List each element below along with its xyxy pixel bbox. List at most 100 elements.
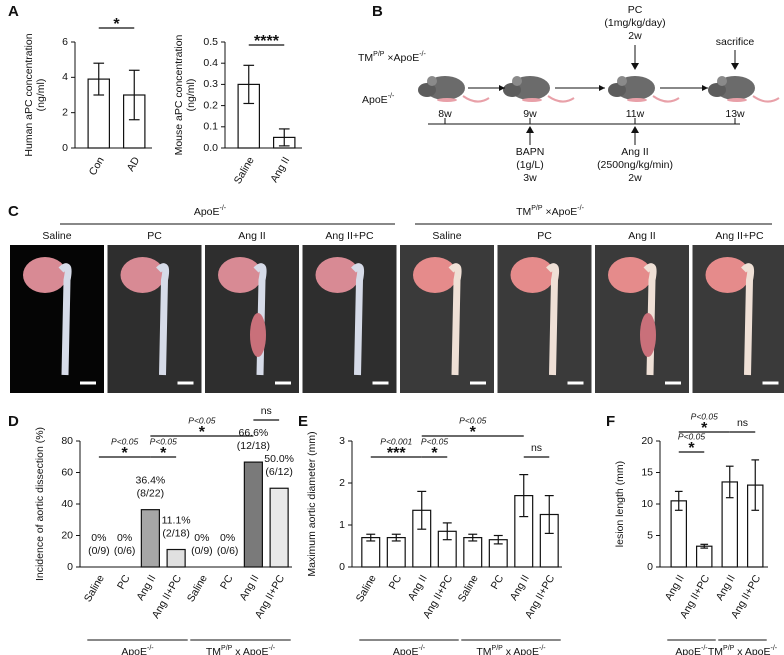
x-tick-label: Ang II	[406, 573, 430, 603]
value-label: (2/18)	[162, 527, 189, 539]
heart	[218, 257, 262, 293]
mouse-tail	[462, 95, 490, 103]
label-part: ApoE	[393, 646, 419, 655]
y-tick-label: 0	[67, 561, 73, 573]
label-part: -/-	[419, 645, 426, 652]
treatment-label: 3w	[523, 172, 537, 184]
mouse-ear	[717, 76, 727, 86]
y-tick-label: 2	[62, 106, 68, 118]
column-label: Ang II	[238, 230, 265, 242]
panel-letter: F	[606, 413, 615, 430]
heart	[23, 257, 67, 293]
y-axis-label: (ng/ml)	[35, 79, 47, 112]
value-label: 0%	[194, 532, 209, 544]
mouse-icon	[418, 76, 490, 103]
y-tick-label: 5	[647, 529, 653, 541]
significance-mark: *	[701, 420, 708, 437]
heart	[315, 257, 360, 293]
significance-mark: ns	[531, 442, 542, 454]
x-tick-label: Saline	[232, 155, 257, 186]
axis	[224, 42, 302, 149]
label-part: P/P	[221, 645, 233, 652]
mouse-icon	[708, 76, 780, 103]
value-label: (0/6)	[114, 545, 136, 557]
label: ApoE-/-	[121, 645, 154, 655]
aorta	[156, 263, 170, 376]
arrow-head	[599, 85, 605, 91]
y-axis-label: Incidence of aortic dissection (%)	[34, 427, 46, 581]
mouse-feet	[727, 98, 747, 102]
label-part: TM	[476, 646, 491, 655]
mouse-ear	[512, 76, 522, 86]
y-tick-label: 20	[641, 435, 653, 447]
value-label: 0%	[220, 532, 235, 544]
bar	[140, 509, 160, 568]
y-tick-label: 0	[62, 142, 68, 154]
treatment-label: PC	[628, 4, 643, 16]
mouse-head	[503, 83, 521, 97]
bar	[463, 536, 483, 568]
bar	[166, 548, 186, 568]
mouse-tail	[547, 95, 575, 103]
significance-mark: *	[470, 424, 477, 441]
column-label: Ang II+PC	[325, 230, 374, 242]
y-tick-label: 3	[339, 435, 345, 447]
heart	[608, 257, 652, 293]
column-label: Saline	[432, 230, 461, 242]
bar	[361, 536, 381, 568]
value-label: (8/22)	[137, 487, 164, 499]
y-axis-label: lesion length (mm)	[614, 461, 626, 547]
aorta	[643, 263, 657, 376]
p-value: P<0.05	[691, 411, 718, 421]
column-label: Ang II+PC	[715, 230, 764, 242]
mouse-feet	[522, 98, 542, 102]
y-tick-label: 80	[61, 435, 73, 447]
label-part: -/-	[220, 205, 227, 212]
label-part: TM	[708, 646, 723, 655]
treatment-label: 2w	[628, 30, 642, 42]
label-part: P/P	[373, 51, 385, 58]
x-tick-label: Ang II	[508, 573, 532, 603]
value-label: 0%	[117, 532, 132, 544]
treatment-label: (2500ng/kg/min)	[597, 159, 673, 171]
significance-mark: *	[160, 445, 167, 462]
treatment-label: 2w	[628, 172, 642, 184]
label-part: -/-	[539, 645, 546, 652]
label-part: P/P	[492, 645, 504, 652]
label: TMP/P x ApoE-/-	[708, 645, 778, 655]
label-part: TM	[516, 206, 531, 218]
arrow-head	[731, 63, 739, 70]
mouse-head	[708, 83, 726, 97]
mouse-ear	[427, 76, 437, 86]
column-label: Ang II	[628, 230, 655, 242]
significance-mark: *	[113, 16, 120, 33]
y-tick-label: 6	[62, 36, 68, 48]
arrow-head	[631, 63, 639, 70]
y-tick-label: 0.2	[203, 99, 218, 111]
heart	[705, 257, 750, 293]
aorta	[741, 263, 755, 376]
x-tick-label: Saline	[82, 573, 107, 604]
x-tick-label: PC	[489, 573, 507, 592]
y-tick-label: 0	[647, 561, 653, 573]
arrow-head	[631, 126, 639, 133]
y-tick-label: 2	[339, 477, 345, 489]
label-part: -/-	[147, 645, 154, 652]
column-label: PC	[147, 230, 162, 242]
arrow-head	[499, 85, 505, 91]
y-tick-label: 1	[339, 519, 345, 531]
treatment-label: sacrifice	[716, 36, 755, 48]
value-label: (6/12)	[265, 466, 292, 478]
lesion	[640, 313, 656, 357]
value-label: 50.0%	[264, 453, 294, 465]
label-part: -/-	[419, 51, 426, 58]
aorta	[58, 263, 72, 376]
y-tick-label: 0.5	[203, 36, 218, 48]
week-label: 9w	[523, 108, 537, 120]
y-axis-label: Maximum aortic diameter (mm)	[306, 431, 318, 576]
label-part: -/-	[269, 645, 276, 652]
y-tick-label: 10	[641, 498, 653, 510]
label: ApoE-/-	[675, 645, 708, 655]
y-axis-label: Mouse aPC concentration	[173, 34, 185, 155]
